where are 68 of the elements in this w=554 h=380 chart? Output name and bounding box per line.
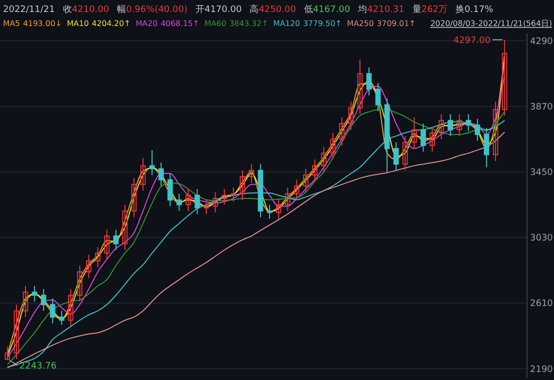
candlestick bbox=[339, 116, 345, 146]
text: 2022/11/21 bbox=[3, 5, 55, 15]
candlestick bbox=[240, 170, 246, 201]
candlestick bbox=[212, 192, 218, 214]
text: 幅0.96%(40.00) bbox=[117, 4, 188, 15]
candlestick bbox=[50, 298, 56, 324]
candlestick bbox=[176, 193, 182, 212]
candlestick bbox=[484, 128, 490, 168]
candlestick bbox=[230, 187, 236, 202]
text: 开4170.00 bbox=[195, 5, 242, 15]
candlestick bbox=[95, 246, 100, 268]
text: 均4210.31 bbox=[357, 4, 404, 15]
candlestick bbox=[312, 158, 318, 182]
candlestick bbox=[438, 114, 444, 140]
candlestick bbox=[284, 187, 290, 212]
candlestick bbox=[303, 168, 308, 193]
candlestick bbox=[420, 123, 426, 152]
candlestick bbox=[204, 200, 209, 215]
candlestick bbox=[222, 188, 228, 206]
candlestick bbox=[456, 114, 462, 137]
candlestick bbox=[68, 288, 74, 327]
candlestick bbox=[430, 126, 435, 152]
candlestick bbox=[402, 136, 408, 171]
candlestick bbox=[194, 188, 200, 215]
annotation: 2243.76 bbox=[19, 361, 57, 372]
y-tick-label: 4290 bbox=[530, 36, 554, 47]
candlestick bbox=[86, 254, 92, 279]
candlestick bbox=[492, 101, 498, 162]
y-tick-label: 3870 bbox=[530, 102, 554, 113]
candlestick bbox=[131, 178, 137, 218]
candlestick bbox=[113, 229, 119, 250]
candlestick bbox=[158, 162, 164, 186]
candlestick bbox=[412, 116, 417, 150]
candlestick bbox=[167, 173, 173, 207]
y-tick-label: 3030 bbox=[530, 234, 554, 244]
candlestick bbox=[248, 164, 254, 184]
candlestick bbox=[276, 198, 282, 220]
text: 收4210.00 bbox=[62, 4, 110, 15]
text: 量262万 bbox=[412, 4, 448, 15]
text: 低4167.00 bbox=[304, 4, 350, 15]
candlestick bbox=[366, 66, 372, 96]
candlestick bbox=[149, 150, 155, 176]
candlestick bbox=[4, 346, 10, 361]
candlestick bbox=[32, 285, 38, 302]
candlestick bbox=[14, 304, 20, 360]
candlestick bbox=[186, 188, 191, 212]
candlestick bbox=[140, 157, 146, 192]
annotation: 4297.00 bbox=[453, 36, 491, 46]
candlestick bbox=[357, 59, 363, 115]
candlestick bbox=[77, 265, 82, 302]
candlestick bbox=[104, 229, 110, 260]
candlestick bbox=[58, 310, 64, 326]
candlestick bbox=[294, 179, 300, 201]
candlestick bbox=[502, 39, 508, 116]
y-tick-label: 2190 bbox=[530, 364, 554, 375]
text: 换0.17% bbox=[456, 4, 494, 15]
candlestick bbox=[330, 132, 336, 160]
candlestick bbox=[122, 204, 128, 250]
candlestick bbox=[40, 288, 46, 312]
text: 高4250.00 bbox=[250, 4, 296, 15]
y-tick-label: 2610 bbox=[530, 299, 554, 310]
candlestick bbox=[393, 142, 399, 171]
y-tick-label: 3450 bbox=[530, 168, 554, 178]
candlestick bbox=[375, 82, 381, 112]
candlestick bbox=[348, 101, 354, 130]
candlestick bbox=[321, 146, 326, 172]
candlestick bbox=[266, 204, 272, 220]
candlestick bbox=[22, 285, 28, 318]
